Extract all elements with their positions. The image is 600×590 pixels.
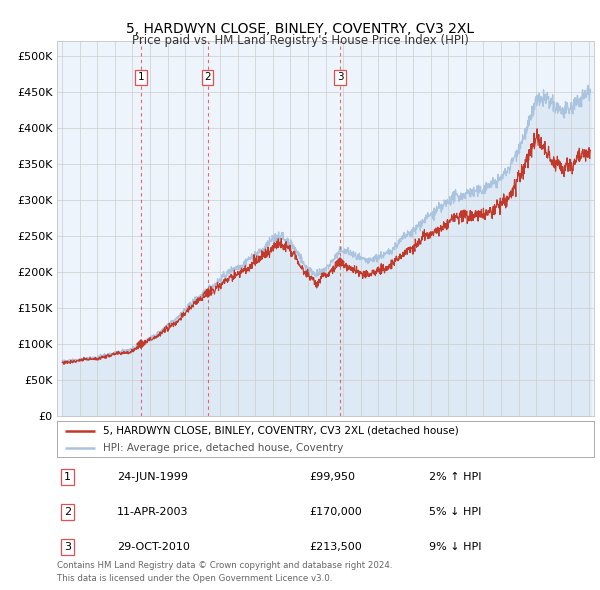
Text: 1: 1: [137, 73, 144, 83]
Text: 2% ↑ HPI: 2% ↑ HPI: [429, 472, 482, 482]
Text: £99,950: £99,950: [309, 472, 355, 482]
Text: 5% ↓ HPI: 5% ↓ HPI: [429, 507, 481, 517]
Text: 9% ↓ HPI: 9% ↓ HPI: [429, 542, 482, 552]
Text: 3: 3: [64, 542, 71, 552]
Text: 11-APR-2003: 11-APR-2003: [117, 507, 188, 517]
Text: 5, HARDWYN CLOSE, BINLEY, COVENTRY, CV3 2XL: 5, HARDWYN CLOSE, BINLEY, COVENTRY, CV3 …: [126, 22, 474, 36]
Text: 24-JUN-1999: 24-JUN-1999: [117, 472, 188, 482]
Text: 29-OCT-2010: 29-OCT-2010: [117, 542, 190, 552]
Text: 5, HARDWYN CLOSE, BINLEY, COVENTRY, CV3 2XL (detached house): 5, HARDWYN CLOSE, BINLEY, COVENTRY, CV3 …: [103, 426, 458, 436]
Text: 3: 3: [337, 73, 343, 83]
Text: HPI: Average price, detached house, Coventry: HPI: Average price, detached house, Cove…: [103, 443, 343, 453]
Text: Price paid vs. HM Land Registry's House Price Index (HPI): Price paid vs. HM Land Registry's House …: [131, 34, 469, 47]
Text: 1: 1: [64, 472, 71, 482]
Text: Contains HM Land Registry data © Crown copyright and database right 2024.
This d: Contains HM Land Registry data © Crown c…: [57, 562, 392, 583]
Text: £213,500: £213,500: [309, 542, 362, 552]
Text: 2: 2: [204, 73, 211, 83]
Text: 2: 2: [64, 507, 71, 517]
Text: £170,000: £170,000: [309, 507, 362, 517]
